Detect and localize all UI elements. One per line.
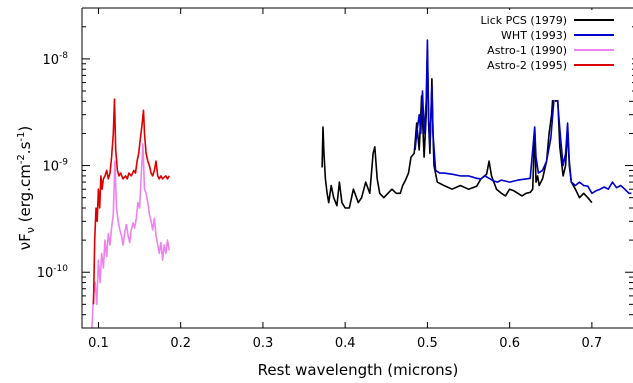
- legend-background: [462, 10, 632, 100]
- y-tick-label: 10-8: [42, 51, 68, 68]
- y-axis-title: νFν (erg.cm-2.s-1): [16, 126, 37, 251]
- x-tick-label: 0.6: [499, 336, 520, 351]
- x-tick-label: 0.5: [417, 336, 438, 351]
- y-ticks: 10-10 10-9 10-8: [37, 26, 633, 329]
- x-axis-title: Rest wavelength (microns): [258, 361, 459, 379]
- legend-label: Astro-2 (1995): [487, 59, 567, 72]
- series-line-0: [321, 49, 593, 209]
- x-tick-label: 0.1: [88, 336, 109, 351]
- legend-label: Lick PCS (1979): [481, 14, 567, 27]
- x-ticks: 0.1 0.2 0.3 0.4 0.5 0.6 0.7: [88, 8, 602, 351]
- series-line-1: [414, 39, 632, 195]
- y-tick-label: 10-9: [42, 158, 68, 175]
- x-tick-label: 0.7: [582, 336, 603, 351]
- series-line-2: [91, 143, 170, 329]
- legend-label: Astro-1 (1990): [487, 44, 567, 57]
- x-tick-label: 0.2: [170, 336, 191, 351]
- y-tick-label: 10-10: [37, 264, 69, 281]
- x-tick-label: 0.4: [335, 336, 356, 351]
- legend-label: WHT (1993): [501, 29, 567, 42]
- series-layer: [91, 39, 632, 329]
- x-tick-label: 0.3: [253, 336, 274, 351]
- series-line-3: [92, 98, 170, 305]
- legend: Lick PCS (1979) WHT (1993) Astro-1 (1990) A…: [462, 10, 632, 100]
